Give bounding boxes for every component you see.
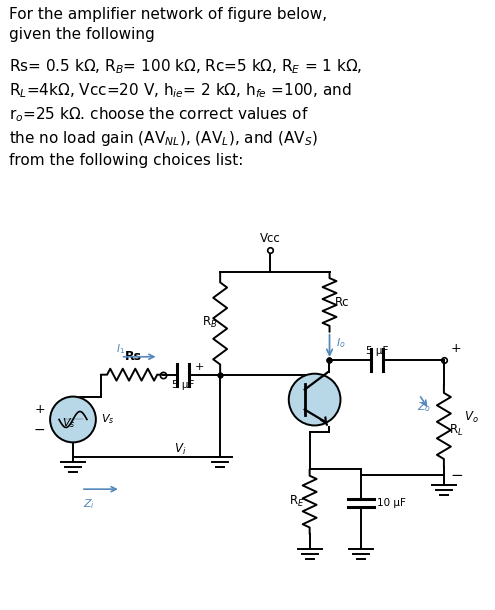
Text: $Z_i$: $Z_i$ xyxy=(83,497,95,511)
Circle shape xyxy=(289,374,341,425)
Text: $I_1$: $I_1$ xyxy=(116,342,125,356)
Circle shape xyxy=(50,396,96,442)
Text: the no load gain (AV$_{NL}$), (AV$_L$), and (AV$_S$): the no load gain (AV$_{NL}$), (AV$_L$), … xyxy=(9,129,319,148)
Text: r$_o$=25 k$\Omega$. choose the correct values of: r$_o$=25 k$\Omega$. choose the correct v… xyxy=(9,105,309,124)
Text: −: − xyxy=(451,468,464,483)
Text: −: − xyxy=(34,423,45,436)
Text: R$_B$: R$_B$ xyxy=(202,315,217,331)
Text: $Z_o$: $Z_o$ xyxy=(417,401,431,415)
Text: $V_i$: $V_i$ xyxy=(174,442,187,457)
Text: from the following choices list:: from the following choices list: xyxy=(9,152,244,168)
Text: +: + xyxy=(451,342,461,355)
Text: $V_o$: $V_o$ xyxy=(464,410,479,425)
Text: +: + xyxy=(195,362,204,371)
Text: R$_E$: R$_E$ xyxy=(289,493,305,509)
Text: 5 μF: 5 μF xyxy=(366,346,389,356)
Text: Vcc: Vcc xyxy=(259,232,280,245)
Text: For the amplifier network of figure below,: For the amplifier network of figure belo… xyxy=(9,7,328,23)
Text: Rs= 0.5 k$\Omega$, R$_B$= 100 k$\Omega$, Rc=5 k$\Omega$, R$_E$ = 1 k$\Omega$,: Rs= 0.5 k$\Omega$, R$_B$= 100 k$\Omega$,… xyxy=(9,57,362,76)
Text: 10 μF: 10 μF xyxy=(377,498,406,508)
Text: +: + xyxy=(35,403,45,416)
Text: $V_s$: $V_s$ xyxy=(101,412,114,426)
Text: $I_o$: $I_o$ xyxy=(336,336,345,350)
Text: R$_L$=4k$\Omega$, Vcc=20 V, h$_{ie}$= 2 k$\Omega$, h$_{fe}$ =100, and: R$_L$=4k$\Omega$, Vcc=20 V, h$_{ie}$= 2 … xyxy=(9,81,352,99)
Text: Rc: Rc xyxy=(335,295,349,309)
Text: Rs: Rs xyxy=(125,350,142,363)
Text: 5 μF: 5 μF xyxy=(172,379,195,390)
Text: R$_L$: R$_L$ xyxy=(449,423,463,438)
Text: given the following: given the following xyxy=(9,27,155,42)
Text: $V_s$: $V_s$ xyxy=(62,417,76,431)
